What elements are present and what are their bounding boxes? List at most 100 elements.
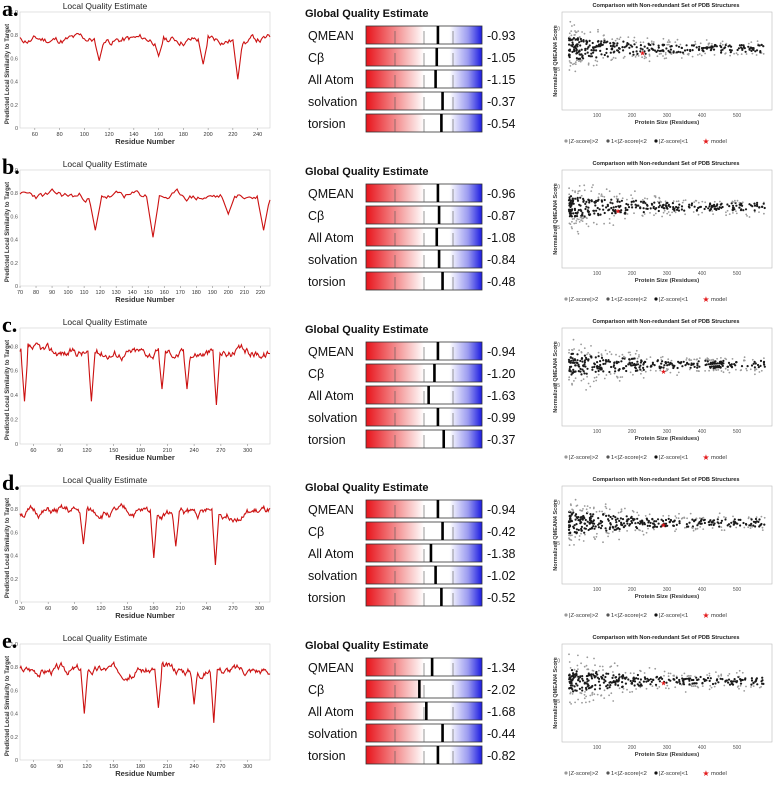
comparison-point xyxy=(614,528,617,531)
comparison-point xyxy=(683,49,687,52)
comparison-point xyxy=(660,362,663,365)
comparison-point xyxy=(605,514,608,517)
comparison-point xyxy=(735,526,738,529)
comparison-point xyxy=(571,220,573,223)
comparison-point xyxy=(681,201,684,204)
comparison-point xyxy=(635,50,638,53)
comparison-point xyxy=(597,365,601,368)
comparison-point xyxy=(598,522,601,525)
comparison-point xyxy=(738,201,741,204)
comparison-point xyxy=(753,202,756,205)
comparison-point xyxy=(708,209,711,212)
comparison-point xyxy=(700,54,703,57)
comparison-point xyxy=(577,209,580,212)
comparison-point xyxy=(719,366,722,369)
comparison-point xyxy=(726,203,729,206)
comparison-point xyxy=(583,517,586,520)
comparison-point xyxy=(595,511,598,513)
comparison-point xyxy=(622,49,625,52)
comparison-point xyxy=(659,676,663,679)
comparison-point xyxy=(580,532,582,535)
comparison-point xyxy=(664,52,667,54)
comparison-point xyxy=(578,687,582,690)
comparison-point xyxy=(570,675,573,678)
comparison-legend-label: |Z-score|<1 xyxy=(659,139,688,145)
comparison-point xyxy=(715,679,719,682)
comparison-point xyxy=(581,686,584,689)
comparison-point xyxy=(577,192,579,195)
comparison-point xyxy=(621,674,625,677)
comparison-point xyxy=(608,218,611,220)
comparison-point xyxy=(634,190,636,193)
comparison-point xyxy=(672,674,675,677)
comparison-point xyxy=(669,51,672,54)
comparison-point xyxy=(611,208,615,211)
comparison-point xyxy=(763,363,766,366)
local-ytick-label: 0.2 xyxy=(10,418,18,424)
comparison-point xyxy=(715,671,717,673)
comparison-point xyxy=(609,42,612,45)
comparison-point xyxy=(752,685,755,687)
comparison-point xyxy=(575,361,578,364)
comparison-point xyxy=(594,356,597,359)
comparison-ytick-label: 1.0 xyxy=(553,342,560,348)
comparison-point xyxy=(578,218,580,221)
comparison-point xyxy=(675,681,678,684)
comparison-point xyxy=(711,682,715,686)
comparison-point xyxy=(681,679,685,682)
comparison-point xyxy=(569,534,572,537)
comparison-point xyxy=(684,691,687,693)
comparison-point xyxy=(636,517,639,520)
comparison-point xyxy=(692,529,695,532)
comparison-point xyxy=(735,212,738,215)
local-xtick-label: 270 xyxy=(228,606,237,612)
comparison-point xyxy=(675,200,678,203)
comparison-point xyxy=(629,371,632,374)
comparison-point xyxy=(660,52,662,55)
comparison-point xyxy=(708,674,711,677)
comparison-point xyxy=(701,211,703,214)
comparison-point xyxy=(724,679,727,682)
comparison-point xyxy=(720,202,723,205)
comparison-point xyxy=(729,525,732,528)
comparison-point xyxy=(753,204,757,207)
global-row-label: torsion xyxy=(308,275,346,289)
local-xtick-label: 210 xyxy=(176,606,185,612)
comparison-point xyxy=(674,515,677,517)
comparison-point xyxy=(635,41,638,44)
comparison-point xyxy=(712,359,715,361)
comparison-point xyxy=(756,683,759,686)
comparison-point xyxy=(638,355,640,358)
comparison-point xyxy=(714,365,717,368)
comparison-point xyxy=(669,205,672,208)
comparison-point xyxy=(604,349,607,352)
comparison-point xyxy=(662,203,665,206)
comparison-point xyxy=(615,195,618,198)
comparison-point xyxy=(681,677,684,680)
comparison-point xyxy=(761,205,764,208)
comparison-point xyxy=(750,686,752,688)
comparison-point xyxy=(646,524,649,527)
comparison-point xyxy=(586,677,589,681)
comparison-point xyxy=(584,216,587,219)
comparison-point xyxy=(621,46,624,49)
comparison-point xyxy=(645,531,648,534)
local-xtick-label: 300 xyxy=(255,606,264,612)
comparison-xtick-label: 300 xyxy=(663,113,672,119)
comparison-point xyxy=(591,41,594,45)
comparison-point xyxy=(569,65,572,67)
comparison-point xyxy=(575,505,578,507)
comparison-point xyxy=(725,516,727,519)
comparison-point xyxy=(596,673,599,676)
comparison-point xyxy=(593,46,596,49)
comparison-point xyxy=(567,358,571,361)
comparison-point xyxy=(607,672,610,675)
comparison-point xyxy=(719,200,721,203)
comparison-point xyxy=(622,57,625,59)
comparison-point xyxy=(650,47,653,50)
comparison-point xyxy=(705,679,708,682)
comparison-legend-marker xyxy=(606,455,610,459)
comparison-point xyxy=(588,201,591,204)
comparison-point xyxy=(679,51,682,54)
comparison-point xyxy=(603,512,606,515)
